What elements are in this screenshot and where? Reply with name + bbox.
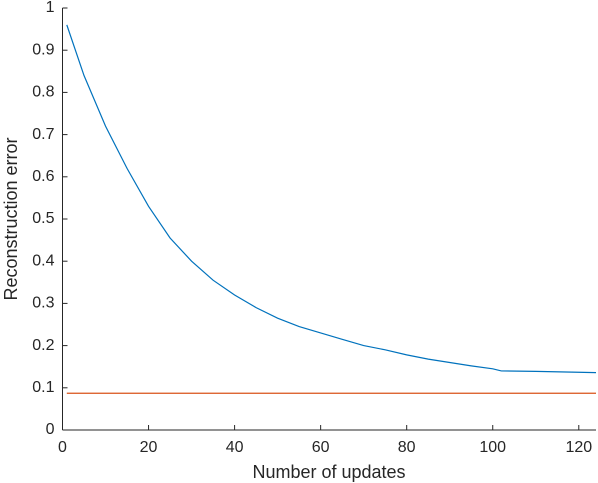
y-tick-label: 0.3 [32, 295, 54, 312]
x-tick-label: 40 [226, 439, 244, 456]
y-tick-label: 0.9 [32, 41, 54, 58]
x-tick-label: 20 [140, 439, 158, 456]
y-tick-label: 0.5 [32, 210, 54, 227]
x-tick-label: 100 [479, 439, 506, 456]
y-axis-label: Reconstruction error [1, 137, 21, 300]
y-tick-label: 0.8 [32, 84, 54, 101]
y-tick-label: 1 [46, 0, 55, 16]
y-tick-label: 0.6 [32, 168, 54, 185]
x-tick-label: 120 [565, 439, 592, 456]
y-tick-label: 0.2 [32, 337, 54, 354]
y-tick-label: 0.4 [32, 252, 54, 269]
x-tick-label: 60 [312, 439, 330, 456]
x-axis-label: Number of updates [252, 462, 405, 482]
y-tick-label: 0.1 [32, 379, 54, 396]
x-tick-label: 0 [58, 439, 67, 456]
y-tick-label: 0 [46, 421, 55, 438]
data-line [66, 24, 597, 374]
x-tick-label: 80 [398, 439, 416, 456]
y-tick-label: 0.7 [32, 126, 54, 143]
